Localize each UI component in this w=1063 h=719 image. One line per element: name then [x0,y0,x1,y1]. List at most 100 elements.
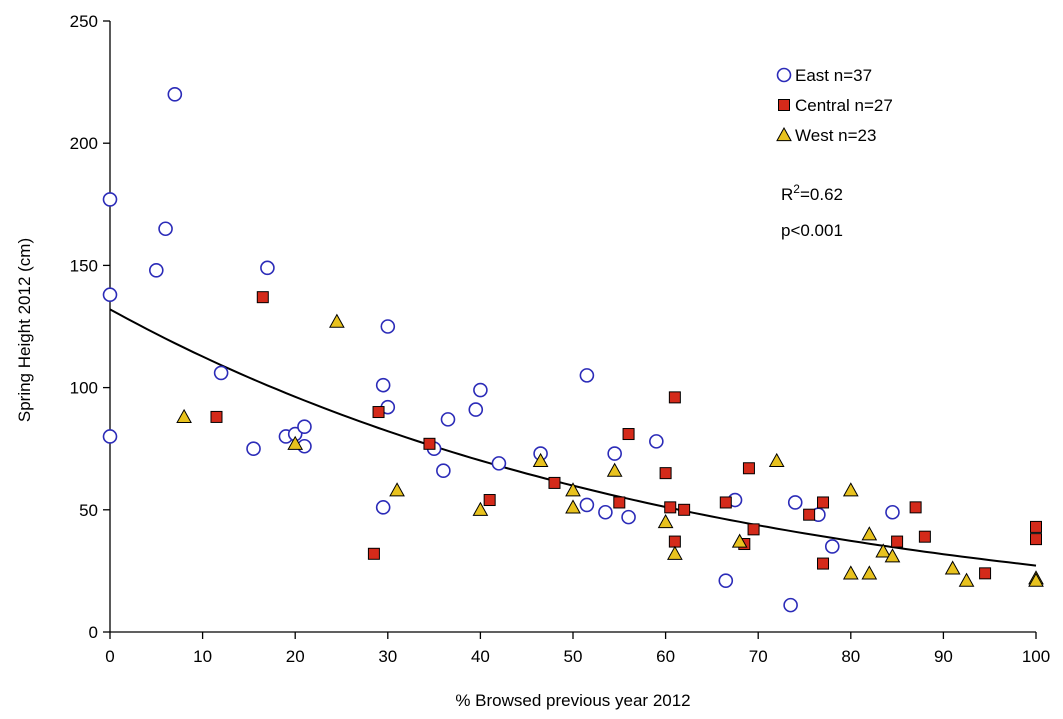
data-point [548,476,561,489]
x-tick-label: 60 [656,647,675,666]
data-point [668,391,681,404]
data-point [1030,520,1042,533]
data-point [579,368,595,383]
data-point [719,496,732,509]
data-point [664,501,677,514]
data-point [875,543,892,558]
data-point [213,365,229,381]
x-axis-label: % Browsed previous year 2012 [455,691,690,710]
data-point [944,560,961,575]
data-point [891,535,904,548]
legend: East n=37 Central n=27 West n=23 [776,66,893,145]
x-axis-ticks: 0 10 20 30 40 50 60 70 80 90 100 [105,632,1050,666]
data-point [817,557,830,570]
r-squared-prefix: R [781,185,793,204]
data-point [579,497,595,513]
x-tick-label: 50 [564,647,583,666]
data-point [909,501,922,514]
legend-label: East n=37 [795,66,872,85]
legend-marker [776,67,792,83]
r-squared-superscript: 2 [793,182,800,196]
data-points [102,87,1044,613]
data-point [678,503,691,516]
data-point [958,572,975,587]
legend-marker [778,99,790,111]
data-point [607,446,622,461]
data-point [167,87,183,102]
data-point [606,462,623,477]
y-tick-label: 250 [70,12,98,31]
data-point [659,467,672,480]
data-point [918,530,931,543]
data-point [768,452,785,468]
x-tick-label: 10 [193,647,212,666]
y-tick-label: 50 [79,501,98,520]
data-point [861,526,878,541]
data-point [621,509,636,525]
legend-label: West n=23 [795,126,876,145]
p-value-annotation: p<0.001 [781,221,843,240]
data-point [210,410,223,423]
data-point [731,533,748,548]
data-point [667,545,683,560]
data-point [102,287,118,303]
data-point [440,412,456,427]
data-point [1030,533,1042,546]
data-point [803,508,816,521]
trendline [109,308,1037,567]
series-2 [176,313,1044,587]
data-point [718,573,734,588]
data-point [260,260,275,276]
data-point [149,262,164,278]
data-point [483,494,496,507]
data-point [979,567,992,580]
data-point [747,523,760,536]
data-point [842,482,859,497]
data-point [329,313,345,328]
data-point [389,482,405,497]
data-point [158,221,173,237]
x-tick-label: 70 [749,647,768,666]
data-point [657,513,674,529]
y-axis-ticks: 0 50 100 150 200 250 [70,12,110,642]
y-tick-label: 100 [70,379,98,398]
data-point [885,504,900,520]
data-point [668,535,681,548]
data-point [532,452,549,468]
data-point [787,495,803,510]
data-point [783,597,798,613]
x-tick-label: 30 [378,647,397,666]
data-point [246,441,261,457]
data-point [473,382,488,398]
data-point [861,565,878,580]
x-tick-label: 20 [286,647,305,666]
y-tick-label: 150 [70,256,98,275]
data-point [176,408,192,424]
data-point [372,406,385,419]
data-point [613,496,626,509]
data-point [468,402,484,417]
data-point [472,501,489,516]
data-point [436,463,451,478]
y-tick-label: 0 [89,623,98,642]
data-point [884,548,901,563]
data-point [367,547,380,560]
data-point [256,291,269,304]
data-point [598,504,613,520]
data-point [622,428,635,441]
data-point [565,499,581,514]
series-0 [102,87,900,613]
data-point [297,419,312,435]
legend-label: Central n=27 [795,96,893,115]
x-tick-label: 40 [471,647,490,666]
x-tick-label: 0 [105,647,114,666]
data-point [375,500,391,515]
data-point [102,192,118,207]
data-point [565,482,581,497]
x-tick-label: 80 [841,647,860,666]
x-tick-label: 100 [1022,647,1050,666]
data-point [742,462,755,475]
series-1 [210,291,1042,580]
data-point [1028,572,1044,587]
